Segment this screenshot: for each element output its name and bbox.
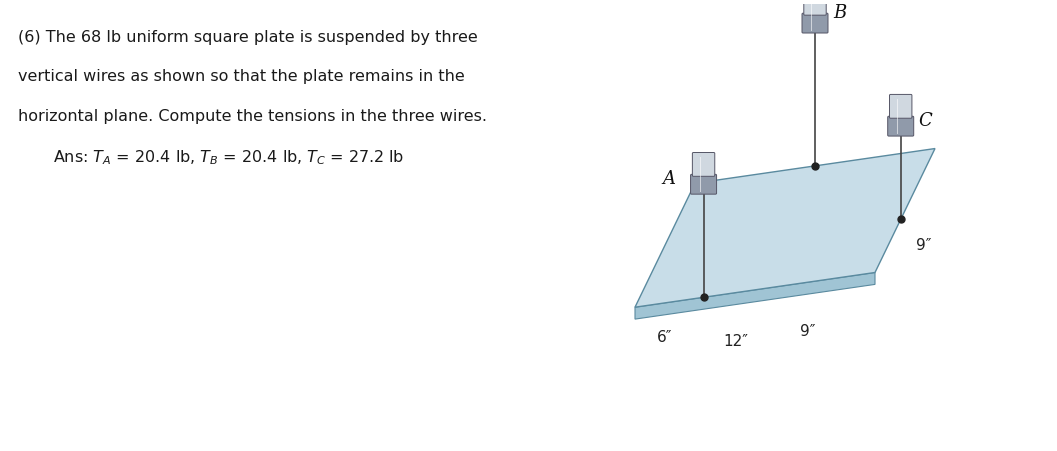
FancyBboxPatch shape — [802, 13, 828, 33]
FancyBboxPatch shape — [888, 116, 913, 136]
FancyBboxPatch shape — [890, 94, 912, 118]
FancyBboxPatch shape — [803, 0, 827, 15]
Text: 12″: 12″ — [723, 334, 748, 349]
Text: 9″: 9″ — [800, 324, 816, 339]
Text: vertical wires as shown so that the plate remains in the: vertical wires as shown so that the plat… — [18, 69, 465, 84]
Text: C: C — [919, 112, 932, 130]
Text: B: B — [833, 4, 847, 22]
Text: horizontal plane. Compute the tensions in the three wires.: horizontal plane. Compute the tensions i… — [18, 109, 487, 124]
Polygon shape — [635, 148, 935, 307]
Polygon shape — [635, 272, 875, 319]
Text: (6) The 68 lb uniform square plate is suspended by three: (6) The 68 lb uniform square plate is su… — [18, 29, 478, 45]
Text: 6″: 6″ — [656, 330, 672, 345]
Text: A: A — [663, 170, 675, 188]
FancyBboxPatch shape — [692, 152, 715, 176]
Text: 9″: 9″ — [915, 239, 931, 253]
Text: Ans: $T_A$ = 20.4 lb, $T_B$ = 20.4 lb, $T_C$ = 27.2 lb: Ans: $T_A$ = 20.4 lb, $T_B$ = 20.4 lb, $… — [53, 148, 404, 167]
FancyBboxPatch shape — [690, 175, 717, 194]
